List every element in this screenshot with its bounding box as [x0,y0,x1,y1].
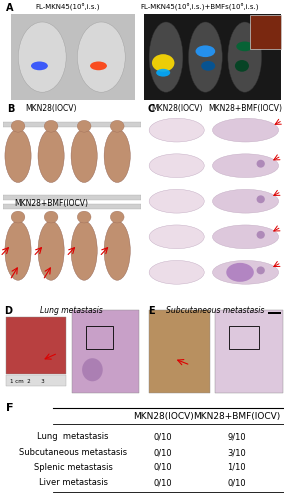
Ellipse shape [11,120,25,132]
Text: 0/10: 0/10 [154,463,172,472]
Text: Subcutaneous metastasis: Subcutaneous metastasis [19,448,127,457]
Ellipse shape [257,196,265,203]
Ellipse shape [149,154,204,178]
Text: 1 cm  2      3: 1 cm 2 3 [10,379,44,384]
Ellipse shape [11,211,25,223]
Ellipse shape [149,22,183,92]
Ellipse shape [235,60,249,72]
Text: E: E [148,306,154,316]
Ellipse shape [77,211,91,223]
Ellipse shape [201,61,215,70]
Ellipse shape [226,263,254,282]
Bar [215,310,283,393]
Bar [72,310,139,393]
Ellipse shape [228,22,262,92]
Ellipse shape [5,129,31,182]
Text: Lung  metastasis: Lung metastasis [37,432,109,441]
Text: C: C [148,104,155,115]
Ellipse shape [156,69,170,76]
Text: 0/10: 0/10 [154,432,172,441]
Text: 0/10: 0/10 [154,478,172,487]
Bar [250,15,281,50]
Bar [3,204,141,209]
Text: 9/10: 9/10 [227,432,246,441]
Ellipse shape [110,211,124,223]
Bar [229,326,259,349]
Text: 3/10: 3/10 [227,448,246,457]
Text: MKN28(IOCV): MKN28(IOCV) [25,104,77,114]
Ellipse shape [44,120,58,132]
Bar [86,326,113,349]
Text: MKN28(IOCV): MKN28(IOCV) [133,412,193,421]
Ellipse shape [82,358,103,382]
Ellipse shape [110,120,124,132]
Ellipse shape [38,129,64,182]
Bar [11,14,135,100]
Ellipse shape [236,42,253,51]
Ellipse shape [189,22,222,92]
Text: Lung metastasis: Lung metastasis [40,306,103,315]
Text: F: F [6,403,13,413]
Text: MKN28(IOCV): MKN28(IOCV) [151,104,202,114]
Ellipse shape [77,22,125,92]
Text: FL-MKN45(10⁶,i.s.)+BMFs(10⁶,i.s.): FL-MKN45(10⁶,i.s.)+BMFs(10⁶,i.s.) [141,3,259,10]
Ellipse shape [5,221,31,280]
Bar [3,122,141,127]
Text: 0/10: 0/10 [227,478,246,487]
Bar [6,376,66,386]
Ellipse shape [18,22,66,92]
Text: Liver metastasis: Liver metastasis [39,478,108,487]
Ellipse shape [152,54,174,72]
Bar [149,310,210,393]
Text: 1/10: 1/10 [227,463,246,472]
Bar [267,312,281,314]
Ellipse shape [257,231,265,239]
Ellipse shape [71,221,97,280]
Ellipse shape [195,46,215,57]
Ellipse shape [212,260,279,284]
Text: 0/10: 0/10 [154,448,172,457]
Ellipse shape [77,120,91,132]
Bar [6,317,66,374]
Ellipse shape [149,260,204,284]
Ellipse shape [149,225,204,248]
Ellipse shape [44,211,58,223]
Text: Subcutaneous metastasis: Subcutaneous metastasis [166,306,264,315]
Ellipse shape [257,160,265,168]
Ellipse shape [212,118,279,142]
Ellipse shape [149,118,204,142]
Ellipse shape [149,190,204,213]
Text: Splenic metastasis: Splenic metastasis [34,463,113,472]
Text: A: A [6,4,13,14]
Text: MKN28+BMF(IOCV): MKN28+BMF(IOCV) [193,412,280,421]
Ellipse shape [212,225,279,248]
Ellipse shape [90,62,107,70]
Ellipse shape [31,62,48,70]
Ellipse shape [257,266,265,274]
Text: MKN28+BMF(IOCV): MKN28+BMF(IOCV) [209,104,283,114]
Bar [3,196,141,200]
Bar [144,14,281,100]
Ellipse shape [71,129,97,182]
Ellipse shape [104,129,130,182]
Ellipse shape [212,154,279,178]
Text: B: B [7,104,14,115]
Text: FL-MKN45(10⁶,i.s.): FL-MKN45(10⁶,i.s.) [35,3,100,10]
Text: D: D [4,306,12,316]
Ellipse shape [38,221,64,280]
Text: MKN28+BMF(IOCV): MKN28+BMF(IOCV) [14,200,88,208]
Ellipse shape [104,221,130,280]
Ellipse shape [212,190,279,213]
